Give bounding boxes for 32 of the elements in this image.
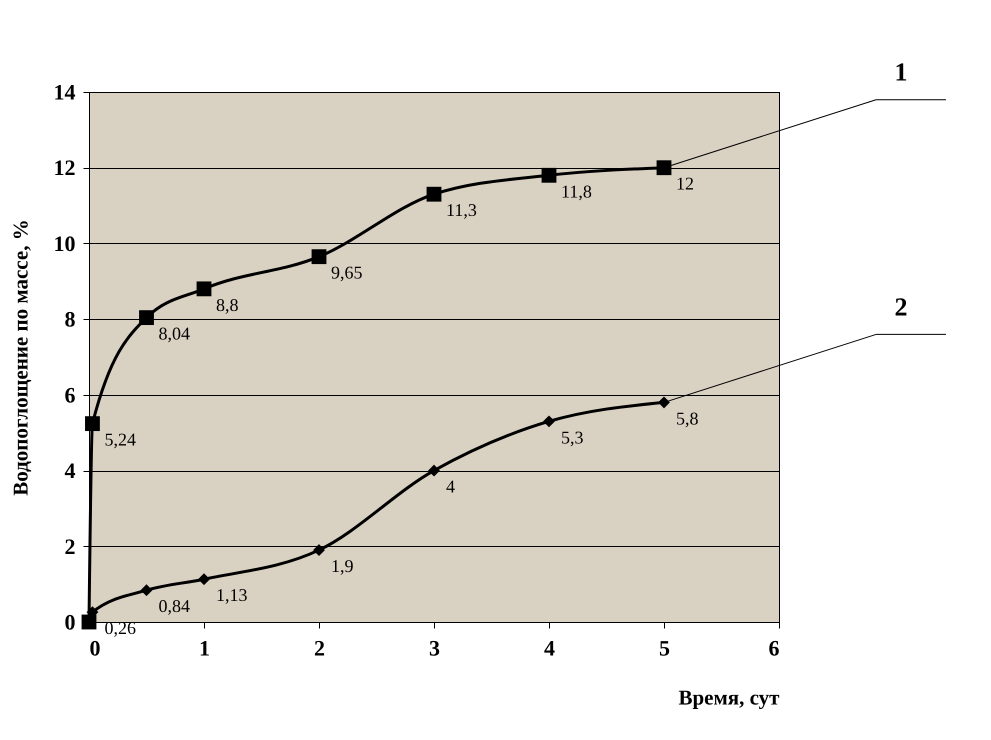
x-tick-label: 6 [768,636,780,660]
data-label: 1,9 [331,556,354,576]
data-label: 5,8 [676,408,698,428]
x-axis-title: Время, сут [678,686,780,710]
y-tick-label: 6 [64,382,76,408]
y-tick-label: 14 [54,80,76,104]
x-tick-label: 4 [544,636,555,660]
x-tick-label: 2 [314,636,325,660]
y-tick-label: 10 [54,230,76,256]
y-tick-label: 2 [64,534,76,559]
data-label: 11,3 [446,200,477,220]
y-tick-label: 12 [54,155,76,180]
x-tick-label: 3 [429,636,440,660]
data-label: 5,3 [561,427,584,448]
x-tick-label: 5 [659,636,670,660]
data-label: 12 [676,174,694,194]
data-label: 8,04 [158,324,190,344]
data-label: 11,8 [561,181,592,202]
x-tick-label: 0 [90,636,100,660]
data-label: 5,24 [104,430,136,450]
y-tick-label: 0 [64,610,76,634]
data-label: 9,65 [331,262,362,283]
y-axis-title: Водопоглощение по массе, % [8,219,32,496]
data-label: 8,8 [216,294,238,315]
y-tick-label: 4 [64,458,76,484]
data-label: 1,13 [216,585,248,606]
x-tick-label: 1 [199,636,210,660]
data-label: 4 [446,476,455,497]
data-label: 0,84 [158,596,190,616]
text: 1 [894,58,908,87]
y-tick-label: 8 [64,306,76,332]
text: 2 [894,292,908,322]
